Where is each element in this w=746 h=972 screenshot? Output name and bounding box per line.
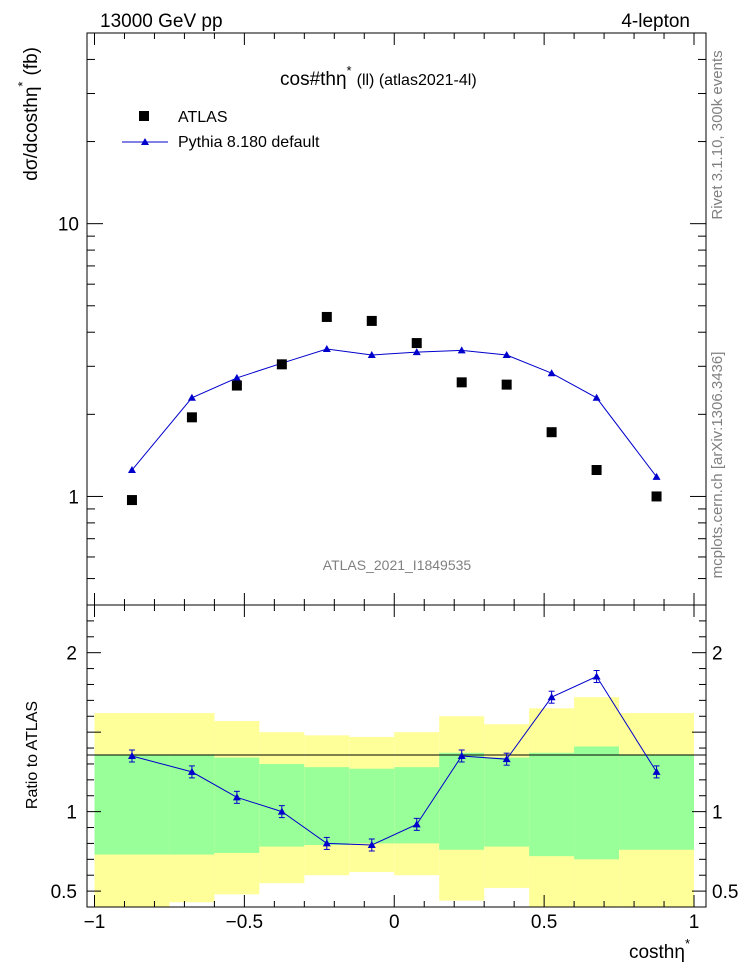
ratio-point [652,767,661,775]
atlas-point [456,377,467,388]
ratio-point [412,820,421,828]
y-tick-label: 10 [58,215,79,236]
header-left: 13000 GeV pp [100,11,223,32]
main-panel: 110 cos#thη*(ll) (atlas2021-4l) dσ/dcost… [15,32,707,606]
pythia-point [652,472,661,480]
x-tick-label: 0.5 [531,912,557,933]
ratio-point [322,839,331,847]
pythia-point [127,466,136,474]
atlas-point [591,465,602,476]
pythia-point [232,373,241,381]
atlas-point [411,338,422,349]
y-tick-label-right: 2 [712,644,723,665]
x-axis-label: costhη* [629,936,690,963]
y-axis-label-main: dσ/dcosthη [21,87,42,181]
ratio-point [592,672,601,680]
ratio-point [502,755,511,763]
x-tick-label: −0.5 [226,912,264,933]
legend-atlas-label: ATLAS [178,109,228,126]
ratio-point [547,693,556,701]
atlas-point [501,379,512,390]
ratio-line [131,675,657,846]
ratio-panel: −1 −0.5 0 0.5 1 0.5 0.5 1 1 2 2 Ratio to ATLAS cos… [24,604,738,963]
y-tick-label: 2 [66,644,77,665]
y-axis-label: dσ/dcosthη* (fb) [15,47,42,181]
x-tick-label: 1 [689,912,700,933]
pythia-point [457,346,466,354]
pythia-point [502,351,511,359]
y-tick-label-right: 1 [712,803,723,824]
pythia-point [187,393,196,401]
ratio-y-axis-label: Ratio to ATLAS [24,701,41,809]
pythia-point [547,369,556,377]
uncertainty-band-inner [94,754,170,855]
atlas-point [651,491,662,502]
header-right: 4-lepton [621,11,690,32]
ratio-point [232,793,241,801]
ratio-point [187,767,196,775]
uncertainty-band-inner [214,757,260,853]
atlas-point [321,311,332,322]
legend-pythia-label: Pythia 8.180 default [178,134,320,151]
pythia-point [322,345,331,353]
pythia-line [131,348,657,478]
legend: ATLAS Pythia 8.180 default [122,109,320,151]
pythia-point [367,351,376,359]
ratio-frame [86,604,707,908]
plot-title-rest: (ll) (atlas2021-4l) [357,72,477,89]
ratio-point [277,807,286,815]
plot-title: cos#thη* (ll) (atlas2021-4l) [280,63,477,90]
legend-pythia-marker [141,138,149,145]
atlas-point [276,359,287,370]
y-tick-label: 1 [66,803,77,824]
plot-title-main: cos#thη [280,69,347,90]
atlas-point [186,412,197,423]
x-axis-label-main: costhη [629,942,685,963]
uncertainty-band-inner [574,746,620,860]
y-axis-label-unit: (fb) [21,47,42,76]
y-tick-label-right: 0.5 [712,882,738,903]
x-tick-label: −1 [84,912,106,933]
mcplots-label: mcplots.cern.ch [arXiv:1306.3436] [709,352,726,579]
pythia-point [412,348,421,356]
x-axis-label-sup: * [685,936,690,951]
uncertainty-band-inner [439,752,485,850]
y-tick-label: 0.5 [51,882,77,903]
legend-atlas-marker [139,111,149,121]
y-tick-label: 1 [68,487,79,508]
uncertainty-band-inner [349,768,395,844]
uncertainty-band-inner [529,752,575,857]
x-tick-label: 0 [389,912,400,933]
atlas-point [231,380,242,391]
atlas-point [366,315,377,326]
uncertainty-band-inner [304,767,350,846]
pythia-point [592,393,601,401]
rivet-label: Rivet 3.1.10, 300k events [709,50,726,219]
analysis-watermark: ATLAS_2021_I1849535 [323,557,472,573]
ratio-point [367,841,376,849]
ratio-point [127,752,136,759]
y-axis-label-sup: * [15,82,30,87]
atlas-point [546,427,557,438]
atlas-point [126,495,137,506]
plot-title-sup: * [347,63,352,78]
ratio-point [457,752,466,759]
uncertainty-band-inner [484,757,530,847]
